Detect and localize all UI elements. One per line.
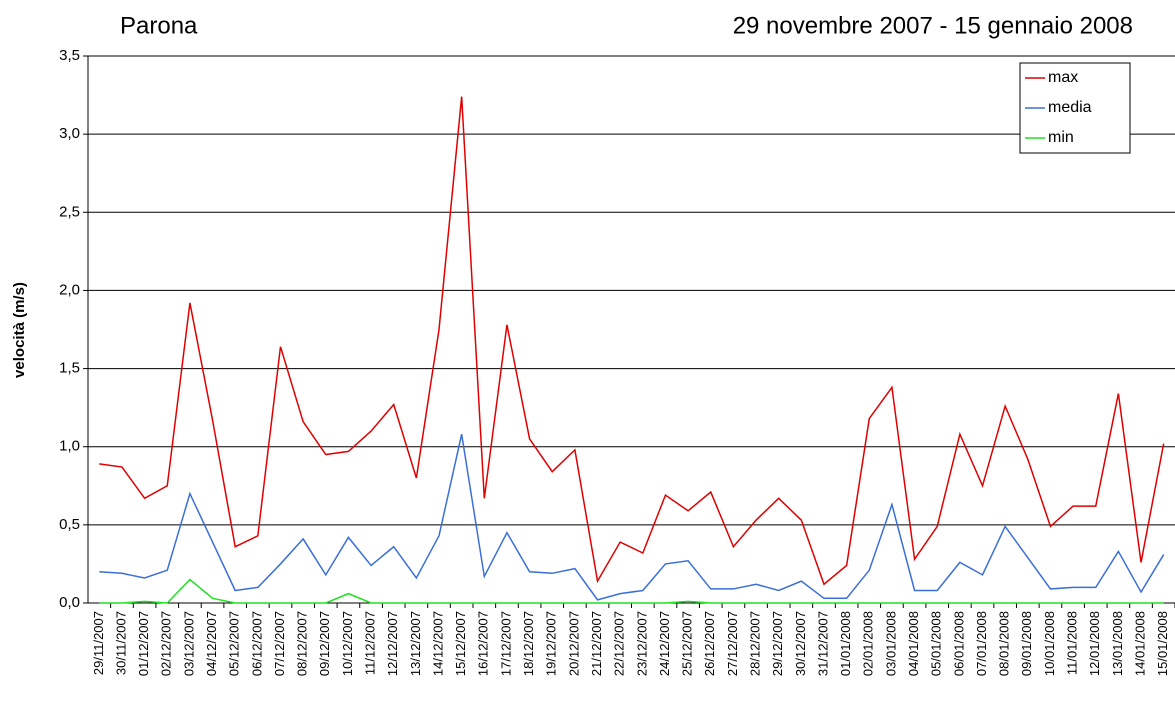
x-tick-label: 30/12/2007 [793, 611, 808, 676]
x-tick-label: 30/11/2007 [113, 611, 128, 675]
x-tick-label: 08/01/2008 [997, 611, 1012, 676]
x-tick-label: 11/01/2008 [1065, 611, 1080, 675]
y-axis-label: velocità (m/s) [11, 282, 28, 378]
y-tick-label: 0,0 [59, 594, 80, 611]
x-tick-label: 20/12/2007 [566, 611, 581, 676]
x-tick-label: 18/12/2007 [521, 611, 536, 676]
x-tick-label: 02/12/2007 [159, 611, 174, 676]
x-tick-label: 31/12/2007 [815, 611, 830, 676]
y-tick-label: 3,0 [59, 125, 80, 142]
series-line [99, 96, 1165, 586]
x-tick-label: 09/12/2007 [317, 611, 332, 676]
x-tick-label: 12/01/2008 [1087, 611, 1102, 676]
x-tick-label: 11/12/2007 [363, 611, 378, 675]
x-tick-label: 01/12/2007 [136, 611, 151, 676]
x-tick-label: 28/12/2007 [747, 611, 762, 676]
x-tick-label: 04/12/2007 [204, 611, 219, 676]
x-tick-label: 24/12/2007 [657, 611, 672, 676]
x-tick-label: 06/12/2007 [249, 611, 264, 676]
x-tick-label: 10/12/2007 [340, 611, 355, 676]
x-tick-label: 17/12/2007 [498, 611, 513, 676]
x-tick-label: 29/12/2007 [770, 611, 785, 676]
x-tick-label: 23/12/2007 [634, 611, 649, 676]
x-tick-label: 14/12/2007 [430, 611, 445, 676]
chart-subtitle: 29 novembre 2007 - 15 gennaio 2008 [733, 12, 1133, 39]
x-tick-label: 27/12/2007 [725, 611, 740, 676]
legend-label: max [1048, 69, 1078, 86]
x-tick-label: 04/01/2008 [906, 611, 921, 676]
chart-title: Parona [120, 12, 198, 39]
x-tick-label: 08/12/2007 [295, 611, 310, 676]
x-tick-label: 25/12/2007 [680, 611, 695, 676]
x-tick-label: 16/12/2007 [476, 611, 491, 676]
x-tick-label: 19/12/2007 [544, 611, 559, 676]
x-tick-label: 01/01/2008 [838, 611, 853, 676]
x-tick-label: 29/11/2007 [91, 611, 106, 675]
x-tick-label: 21/12/2007 [589, 611, 604, 676]
legend-label: media [1048, 99, 1092, 116]
x-tick-label: 14/01/2008 [1132, 611, 1147, 676]
x-tick-label: 13/01/2008 [1110, 611, 1125, 676]
y-tick-label: 2,0 [59, 281, 80, 298]
series-line [99, 434, 1165, 601]
x-tick-label: 06/01/2008 [951, 611, 966, 676]
y-tick-label: 2,5 [59, 203, 80, 220]
legend: max media min [1019, 62, 1131, 154]
x-tick-label: 10/01/2008 [1042, 611, 1057, 676]
y-tick-label: 0,5 [59, 516, 80, 533]
series-line [99, 578, 1164, 604]
x-tick-label: 15/12/2007 [453, 611, 468, 676]
y-tick-label: 3,5 [59, 47, 80, 64]
x-tick-label: 03/01/2008 [883, 611, 898, 676]
x-tick-label: 12/12/2007 [385, 611, 400, 676]
legend-label: min [1048, 129, 1074, 146]
x-tick-label: 05/12/2007 [227, 611, 242, 676]
y-tick-label: 1,0 [59, 438, 80, 455]
x-tick-label: 13/12/2007 [408, 611, 423, 676]
x-tick-label: 26/12/2007 [702, 611, 717, 676]
x-tick-label: 15/01/2008 [1155, 611, 1170, 676]
x-tick-label: 07/12/2007 [272, 611, 287, 676]
x-tick-label: 05/01/2008 [929, 611, 944, 676]
x-tick-label: 09/01/2008 [1019, 611, 1034, 676]
x-tick-label: 02/01/2008 [861, 611, 876, 676]
y-tick-label: 1,5 [59, 360, 80, 377]
x-tick-label: 03/12/2007 [181, 611, 196, 676]
x-tick-label: 22/12/2007 [612, 611, 627, 676]
x-tick-label: 07/01/2008 [974, 611, 989, 676]
